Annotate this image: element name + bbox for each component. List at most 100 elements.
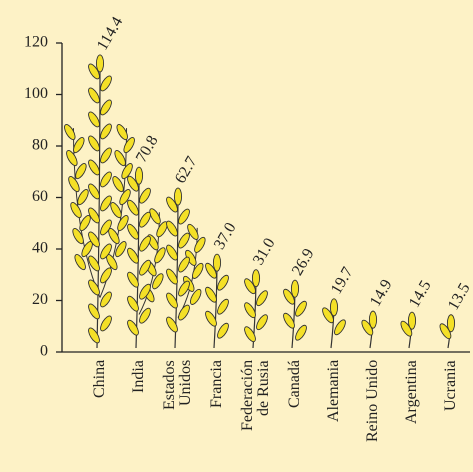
wheat-stalk	[361, 310, 378, 349]
grain	[74, 254, 86, 271]
grain	[178, 256, 190, 273]
grain	[295, 300, 307, 317]
grain	[407, 311, 417, 330]
grain	[110, 202, 122, 219]
grain	[88, 159, 100, 176]
grain	[205, 310, 217, 327]
grain	[283, 312, 295, 329]
grain	[95, 54, 105, 73]
x-tick-label: Alemania	[325, 360, 342, 423]
grain	[212, 253, 222, 272]
grain	[244, 326, 256, 343]
value-label: 114.4	[94, 14, 126, 53]
value-label: 31.0	[250, 235, 279, 268]
value-label: 19.7	[328, 264, 357, 297]
grain	[256, 290, 268, 307]
grain	[244, 302, 256, 319]
grain	[100, 267, 112, 284]
grain	[139, 211, 151, 228]
grain	[166, 268, 178, 285]
grain	[127, 247, 139, 264]
value-label: 37.0	[211, 220, 240, 253]
grain	[139, 235, 151, 252]
grain	[79, 215, 91, 232]
grain	[100, 147, 112, 164]
grain	[127, 199, 139, 216]
grain	[100, 123, 112, 140]
grain	[139, 283, 151, 300]
stem	[96, 57, 101, 349]
grain	[70, 202, 82, 219]
y-tick-label: 40	[32, 240, 48, 257]
grain	[368, 310, 378, 329]
x-tick-label: Argentina	[403, 360, 420, 424]
y-tick-label: 120	[24, 34, 48, 51]
grain	[217, 322, 229, 339]
value-label: 14.9	[367, 277, 396, 310]
grain	[149, 208, 161, 225]
grain	[116, 124, 128, 141]
grain	[121, 163, 133, 180]
wheat-stalk	[166, 187, 206, 349]
grain	[123, 137, 135, 154]
y-tick-label: 60	[32, 188, 48, 205]
grain	[134, 166, 144, 185]
grain	[295, 324, 307, 341]
grain	[283, 288, 295, 305]
grain	[256, 314, 268, 331]
x-tick-label: Ucrania	[442, 360, 459, 411]
y-tick-label: 100	[24, 85, 48, 102]
grain	[115, 241, 127, 258]
grain	[64, 124, 76, 141]
grain	[100, 195, 112, 212]
grain	[127, 319, 139, 336]
grain	[139, 187, 151, 204]
grain	[119, 189, 131, 206]
grain	[192, 262, 204, 279]
grain	[127, 175, 139, 192]
grain	[251, 269, 261, 288]
wheat-stalk	[322, 298, 346, 349]
grain	[205, 286, 217, 303]
grain	[446, 314, 456, 333]
x-tick-label: Canadá	[286, 360, 303, 408]
grain	[439, 323, 452, 340]
grain	[166, 196, 178, 213]
grain	[88, 327, 100, 344]
grain	[88, 183, 100, 200]
x-tick-label: Estados Unidos	[161, 360, 194, 410]
grain	[127, 223, 139, 240]
grain	[400, 320, 413, 337]
grain	[100, 171, 112, 188]
wheat-stalk	[205, 253, 229, 349]
value-label: 26.9	[289, 246, 318, 279]
grain	[322, 307, 334, 324]
x-tick-label: China	[91, 360, 108, 399]
grain	[77, 189, 89, 206]
grain	[166, 244, 178, 261]
grain	[73, 137, 85, 154]
grain	[361, 319, 374, 336]
grain	[139, 307, 151, 324]
grain	[112, 176, 124, 193]
value-label: 62.7	[172, 154, 201, 187]
x-tick-label: Reino Unido	[364, 360, 381, 443]
grain	[166, 220, 178, 237]
grain	[100, 315, 112, 332]
grain	[88, 303, 100, 320]
grain	[88, 63, 100, 80]
grain	[88, 279, 100, 296]
grain	[178, 208, 190, 225]
grain	[154, 247, 166, 264]
grain	[290, 279, 300, 298]
value-label: 70.8	[133, 133, 162, 166]
grain	[127, 295, 139, 312]
grain	[329, 298, 339, 317]
x-tick-label: Francia	[208, 360, 225, 408]
grain	[68, 176, 80, 193]
grain	[100, 219, 112, 236]
wheat-stalk	[64, 54, 135, 349]
grain	[88, 255, 100, 272]
